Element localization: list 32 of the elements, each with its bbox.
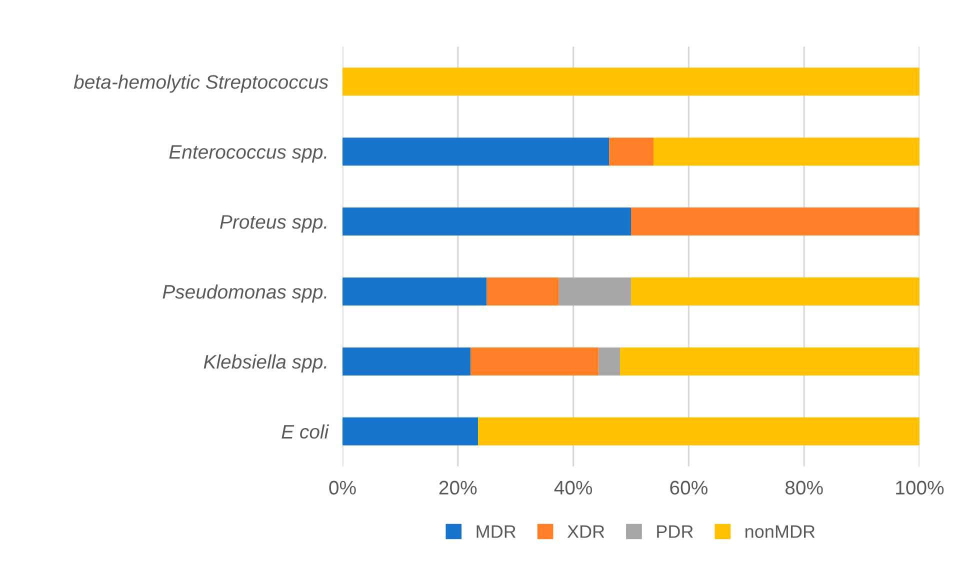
- bar: [620, 347, 920, 376]
- bar: [342, 208, 631, 236]
- bar: [342, 347, 471, 376]
- y-tick-label: Klebsiella spp.: [204, 354, 326, 373]
- bar: [653, 138, 920, 166]
- legend-label: nonMDR: [746, 525, 815, 538]
- y-tick-label: Enterococcus spp.: [169, 145, 326, 163]
- legend-label: PDR: [657, 525, 693, 538]
- bar: [342, 278, 487, 306]
- bar: [630, 208, 920, 236]
- bar: [558, 278, 631, 306]
- bar: [609, 138, 654, 166]
- bar: [630, 278, 920, 306]
- bar: [598, 347, 620, 376]
- legend-label: XDR: [567, 525, 604, 538]
- y-tick-label: beta-hemolytic Streptococcus: [74, 74, 328, 93]
- bar: [478, 417, 920, 446]
- bar: [486, 278, 559, 306]
- bar: [470, 347, 599, 376]
- bar: [342, 417, 478, 446]
- y-tick-label: Pseudomonas spp.: [162, 284, 326, 303]
- y-tick-label: E coli: [282, 424, 330, 439]
- legend-label: MDR: [476, 525, 516, 538]
- x-tick-label: 60%: [670, 480, 708, 495]
- bar: [342, 138, 610, 166]
- x-tick-label: 100%: [896, 480, 944, 495]
- bar: [342, 68, 920, 96]
- x-tick-label: 40%: [554, 480, 592, 495]
- x-tick-label: 80%: [785, 480, 823, 495]
- x-tick-label: 0%: [329, 480, 356, 495]
- y-tick-label: Proteus spp.: [220, 215, 326, 233]
- x-tick-label: 20%: [439, 480, 477, 495]
